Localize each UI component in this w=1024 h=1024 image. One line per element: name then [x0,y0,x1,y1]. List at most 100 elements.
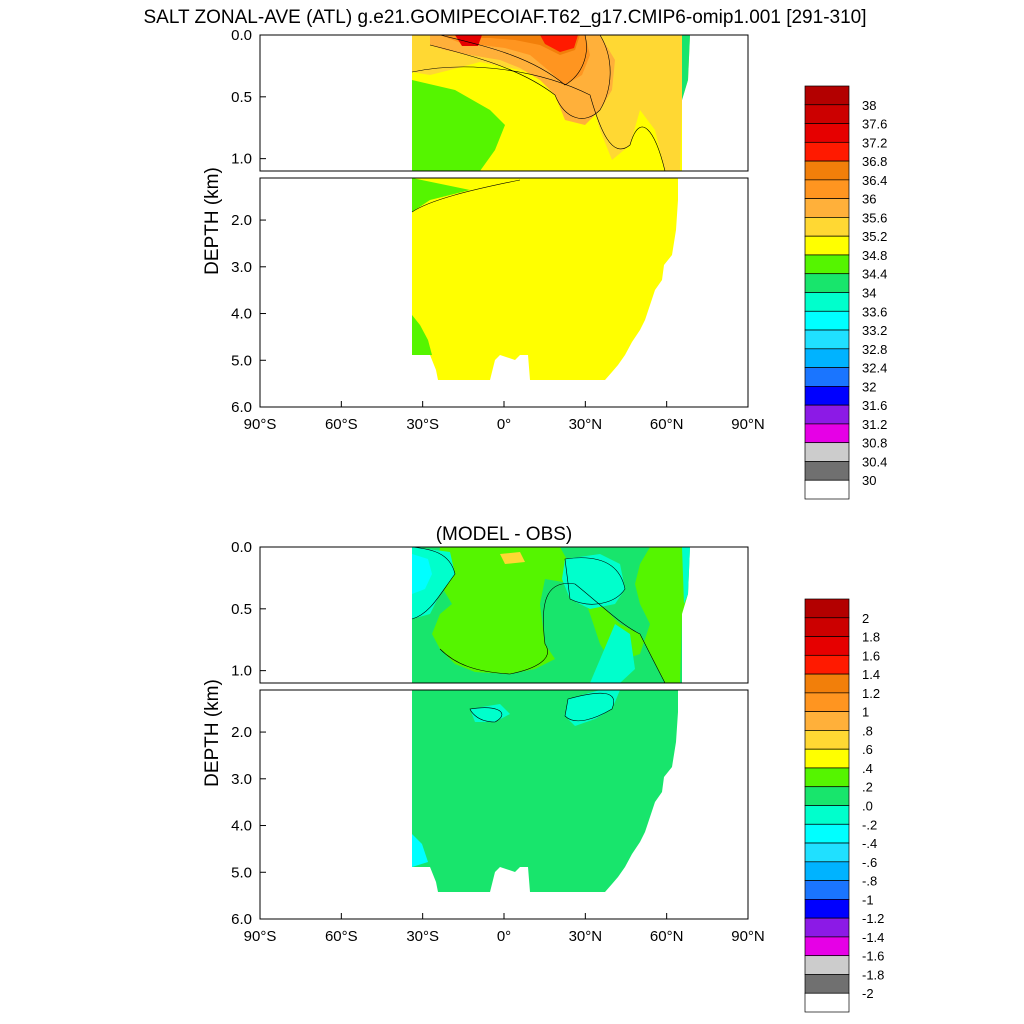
y-tick-label: 4.0 [231,818,252,835]
colorbar-label: 30 [862,473,876,488]
colorbar-label: 1.4 [862,667,880,682]
colorbar-swatch [804,160,850,181]
colorbar-swatch [804,730,850,750]
colorbar-label: 31.2 [862,417,887,432]
y-tick-label: 6.0 [231,911,252,928]
x-tick-label: 60°N [650,416,684,433]
colorbar-label: 32 [862,379,876,394]
colorbar-swatch [804,292,850,312]
colorbar-swatch [804,404,850,425]
colorbar-swatch [804,104,850,124]
colorbar-label: -1.4 [862,930,884,945]
colorbar-label: 35.6 [862,210,887,225]
colorbar-label: 34.8 [862,248,887,263]
colorbar-swatch [804,917,850,938]
panel-subtitle: (MODEL - OBS) [436,524,573,545]
colorbar-swatch [804,273,850,293]
colorbar-swatch [804,842,850,863]
colorbar-swatch [804,386,850,406]
colorbar-swatch [804,880,850,900]
colorbar-swatch [804,235,850,256]
colorbar-label: 35.2 [862,229,887,244]
x-tick-label: 60°N [650,928,684,945]
colorbar-swatch [804,217,850,237]
x-tick-label: 90°N [731,416,765,433]
colorbar-label: -.6 [862,855,877,870]
colorbar: 38 37.6 37.2 36.8 36.4 36 35.6 35.2 34.8 34.4 34 33… [804,85,887,500]
colorbar-label: 34 [862,286,876,301]
y-tick-label: 2.0 [231,212,252,229]
colorbar-label: 31.6 [862,398,887,413]
colorbar-swatch [804,748,850,769]
lower-plot-field [412,690,678,892]
colorbar-label: 34.4 [862,267,887,282]
colorbar-label: 37.2 [862,135,887,150]
colorbar-swatch [804,673,850,694]
colorbar-label: -1.6 [862,949,884,964]
x-tick-label: 90°N [731,928,765,945]
colorbar-swatch [804,461,850,481]
colorbar-label: 30.8 [862,436,887,451]
x-tick-label: 60°S [325,416,358,433]
x-tick-label: 0° [497,928,511,945]
y-tick-label: 0.5 [231,89,252,106]
colorbar-label: 36 [862,192,876,207]
colorbar-label: .0 [862,799,873,814]
colorbar-label: .4 [862,761,873,776]
colorbar-swatch [804,85,850,106]
colorbar-swatch [804,310,850,331]
colorbar-label: 38 [862,98,876,113]
y-tick-label: 0.0 [231,27,252,44]
colorbar-swatch [804,179,850,199]
y-tick-label: 1.0 [231,151,252,168]
colorbar-swatch [804,974,850,994]
colorbar-label: 1.6 [862,648,880,663]
colorbar-swatch [804,479,850,500]
colorbar-label: 30.4 [862,454,887,469]
colorbar-swatch [804,692,850,712]
colorbar-swatch [804,767,850,788]
colorbar-swatch [804,254,850,275]
y-tick-label: 3.0 [231,771,252,788]
colorbar-swatch [804,936,850,957]
x-tick-label: 30°N [569,928,603,945]
colorbar-label: 33.6 [862,304,887,319]
axis-ticks: 90°S 60°S 30°S 0° 30°N 60°N 90°N 0.0 0.5 1.0 2.0 3.… [202,539,765,945]
colorbar-label: 37.6 [862,117,887,132]
colorbar-swatch [804,123,850,143]
colorbar-swatch [804,598,850,619]
y-tick-label: 3.0 [231,259,252,276]
upper-plot-field [411,547,690,683]
x-tick-label: 0° [497,416,511,433]
y-tick-label: 0.0 [231,539,252,556]
y-tick-label: 5.0 [231,352,252,369]
colorbar-swatch [804,861,850,881]
colorbar-swatch [804,442,850,462]
y-tick-label: 4.0 [231,306,252,323]
colorbar-label: 1.2 [862,686,880,701]
colorbar-swatch [804,711,850,731]
difference-panel: (MODEL - OBS) 90°S 60°S 30°S 0° 30°N 60°N 90°N… [202,524,884,1013]
colorbar-label: -.2 [862,817,877,832]
colorbar-label: 33.2 [862,323,887,338]
y-tick-label: 6.0 [231,399,252,416]
colorbar-swatch [804,955,850,975]
lower-plot-field [411,178,678,380]
colorbar-swatch [804,899,850,919]
colorbar-swatch [804,992,850,1013]
x-tick-label: 30°N [569,416,603,433]
colorbar-swatch [804,654,850,675]
colorbar-label: -2 [862,986,874,1001]
colorbar-swatch [804,823,850,844]
colorbar-label: .8 [862,723,873,738]
colorbar-swatch [804,617,850,637]
x-tick-label: 90°S [244,416,277,433]
x-tick-label: 60°S [325,928,358,945]
colorbar-label: 36.8 [862,154,887,169]
y-tick-label: 1.0 [231,663,252,680]
colorbar-swatch [804,423,850,444]
colorbar-swatch [804,329,850,350]
colorbar-label: -1 [862,892,874,907]
y-tick-label: 2.0 [231,724,252,741]
